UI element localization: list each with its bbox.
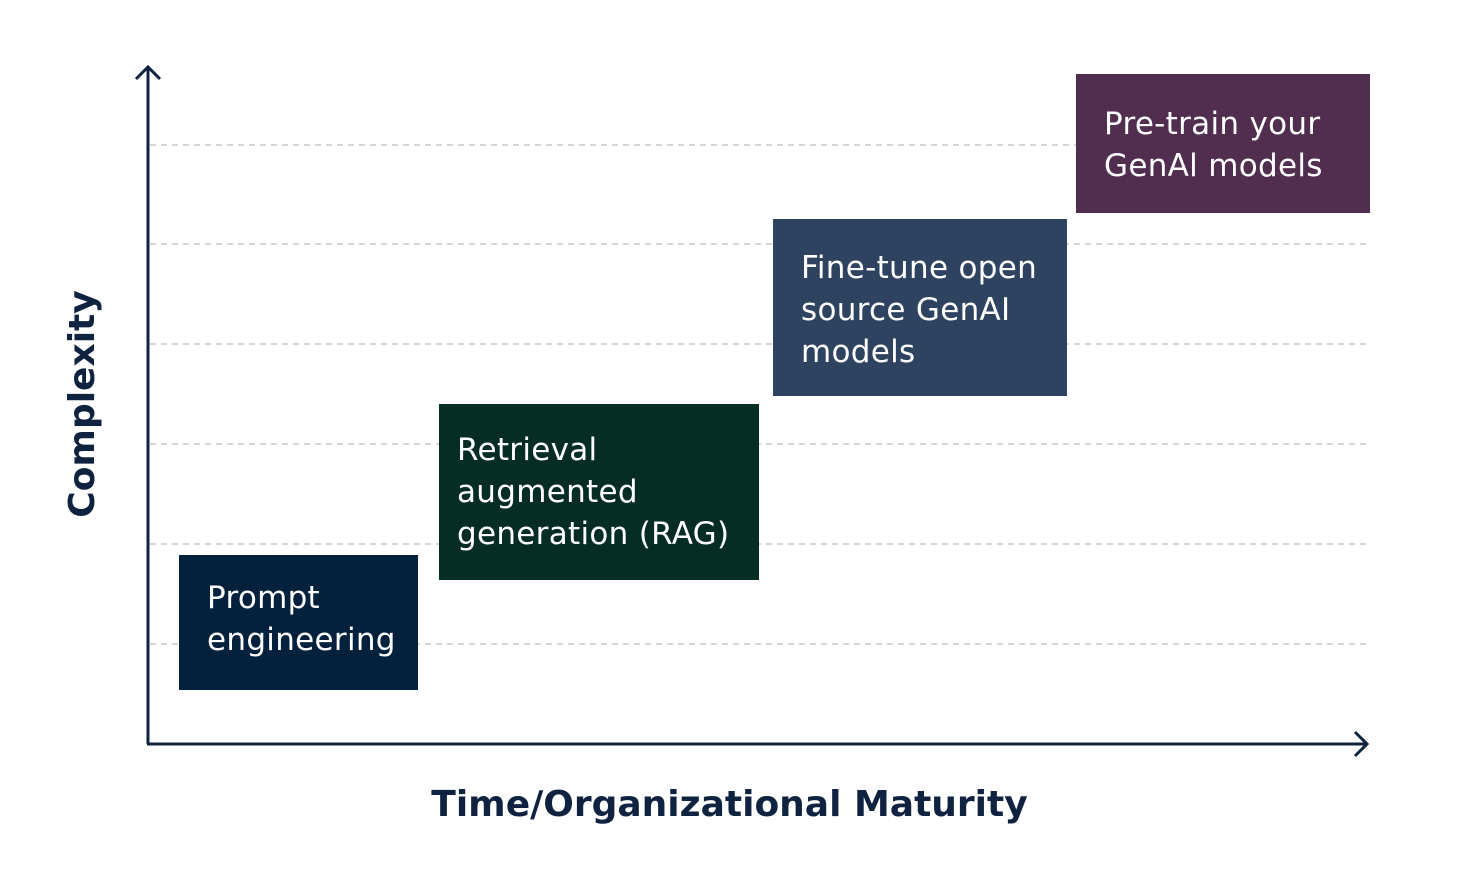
stage-fine-tune: Fine-tune open source GenAI models — [773, 219, 1067, 396]
x-axis-arrowhead — [1353, 730, 1370, 758]
stage-label: Prompt engineering — [207, 580, 396, 658]
stage-label: Fine-tune open source GenAI models — [801, 250, 1038, 370]
y-axis-arrowhead — [134, 64, 162, 81]
stage-prompt-engineering: Prompt engineering — [179, 555, 418, 690]
stage-label: Retrieval augmented generation (RAG) — [457, 432, 730, 552]
x-axis — [147, 730, 1370, 758]
stage-rag: Retrieval augmented generation (RAG) — [439, 404, 759, 580]
x-axis-title: Time/Organizational Maturity — [431, 784, 1028, 825]
y-axis — [134, 64, 162, 744]
y-axis-title: Complexity — [62, 290, 103, 518]
stage-pre-train: Pre-train your GenAl models — [1076, 74, 1370, 213]
stage-label: Pre-train your GenAl models — [1104, 106, 1323, 184]
